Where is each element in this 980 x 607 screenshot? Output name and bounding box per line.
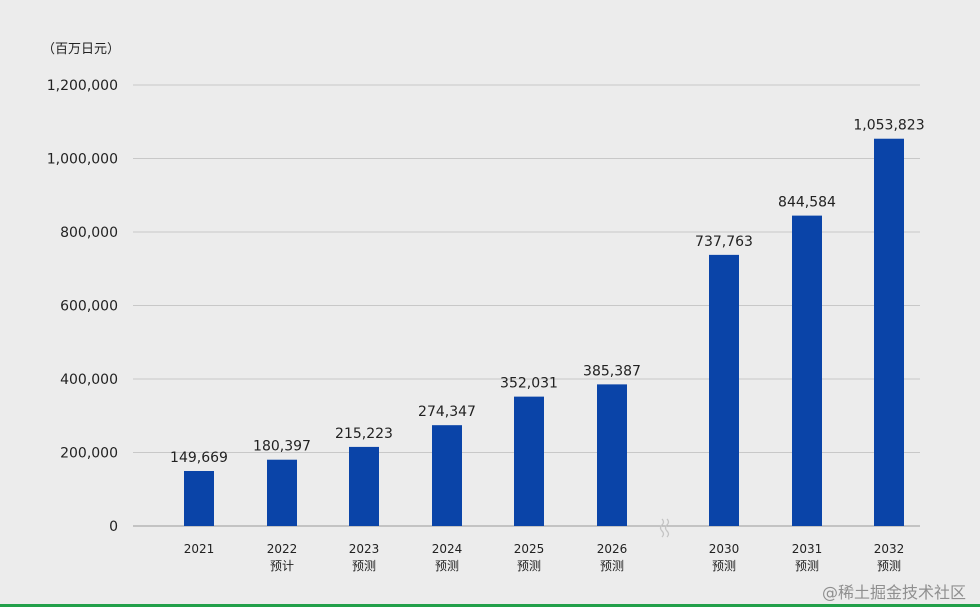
y-tick-label: 1,000,000 [47, 152, 118, 168]
watermark: @稀土掘金技术社区 [821, 583, 966, 602]
x-sub-label: 预测 [600, 559, 624, 573]
value-label: 1,053,823 [853, 118, 924, 134]
x-tick-label: 2023 [349, 542, 380, 556]
value-label: 844,584 [778, 195, 836, 211]
y-tick-label: 1,200,000 [47, 78, 118, 94]
value-label: 352,031 [500, 376, 558, 392]
x-tick-label: 2024 [432, 542, 463, 556]
bar-2026 [597, 384, 627, 526]
y-axis-unit: （百万日元） [42, 42, 121, 57]
bar-2024 [432, 425, 462, 526]
x-tick-label: 2030 [709, 542, 740, 556]
x-tick-label: 2022 [267, 542, 298, 556]
y-tick-label: 800,000 [60, 225, 118, 241]
bar-2032 [874, 138, 904, 527]
bar-2031 [792, 215, 822, 526]
bar-2023 [349, 446, 379, 526]
x-sub-label: 预测 [877, 559, 901, 573]
value-label: 180,397 [253, 439, 311, 455]
value-label: 149,669 [170, 450, 228, 466]
y-tick-label: 200,000 [60, 446, 118, 462]
bar-2030 [709, 254, 739, 526]
x-tick-label: 2031 [792, 542, 823, 556]
x-sub-label: 预测 [517, 559, 541, 573]
x-sub-label: 预测 [435, 559, 459, 573]
axis-break-mark [659, 518, 665, 538]
x-tick-label: 2032 [874, 542, 905, 556]
bar-2021 [184, 470, 214, 526]
x-tick-label: 2026 [597, 542, 628, 556]
value-label: 215,223 [335, 426, 393, 442]
bar-2022 [267, 459, 297, 526]
x-sub-label: 预测 [352, 559, 376, 573]
x-sub-label: 预计 [270, 559, 294, 573]
y-tick-label: 600,000 [60, 299, 118, 315]
axis-break-mark [664, 518, 670, 538]
bar-2025 [514, 396, 544, 526]
y-tick-label: 0 [109, 519, 118, 535]
x-sub-label: 预测 [795, 559, 819, 573]
x-tick-label: 2021 [184, 542, 215, 556]
value-label: 737,763 [695, 234, 753, 250]
y-tick-label: 400,000 [60, 372, 118, 388]
value-label: 274,347 [418, 404, 476, 420]
value-label: 385,387 [583, 363, 641, 379]
bottom-accent-line [0, 604, 980, 607]
x-tick-label: 2025 [514, 542, 545, 556]
x-sub-label: 预测 [712, 559, 736, 573]
